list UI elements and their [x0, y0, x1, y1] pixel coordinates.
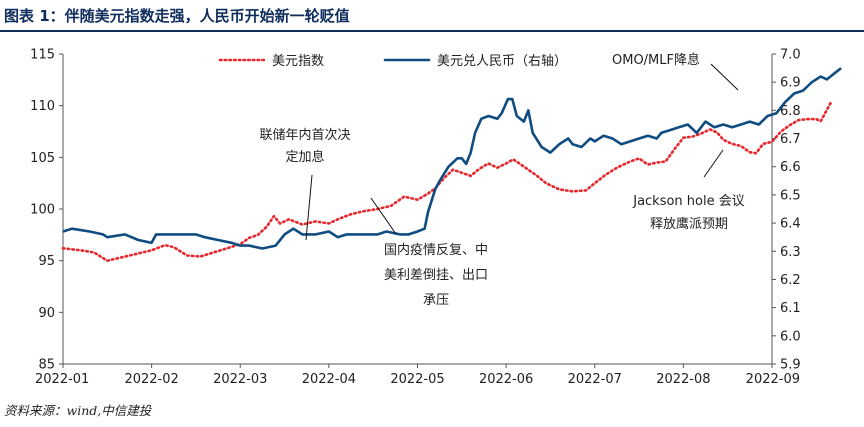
- right-tick-label: 6.4: [780, 217, 801, 232]
- source-note: 资料来源：wind,中信建投: [4, 403, 152, 418]
- right-tick-label: 6.6: [780, 160, 801, 175]
- right-tick-label: 6.3: [780, 245, 801, 260]
- right-tick-label: 6.5: [780, 188, 801, 203]
- annotation-arrow-fed: [305, 174, 313, 241]
- annotation-text: 承压: [423, 293, 449, 308]
- left-tick-label: 90: [38, 306, 55, 321]
- annotation-text: 国内疫情反复、中: [384, 242, 488, 258]
- right-tick-label: 5.9: [780, 358, 801, 373]
- left-tick-label: 115: [30, 48, 55, 63]
- x-tick-label: 2022-02: [124, 372, 178, 387]
- annotation-text: 联储年内首次决: [259, 127, 350, 143]
- annotation-text: OMO/MLF降息: [612, 52, 700, 68]
- x-tick-label: 2022-01: [35, 372, 89, 387]
- right-tick-label: 7.0: [780, 48, 801, 63]
- x-tick-label: 2022-07: [568, 372, 622, 387]
- left-tick-label: 110: [30, 99, 55, 114]
- right-tick-label: 6.2: [780, 273, 801, 288]
- left-tick-label: 85: [38, 358, 55, 373]
- annotation-text: Jackson hole 会议: [632, 194, 745, 209]
- x-tick-label: 2022-03: [213, 372, 267, 387]
- annotation-text: 释放鹰派预期: [650, 216, 728, 232]
- title-bar: 图表 1：伴随美元指数走强，人民币开始新一轮贬值: [0, 0, 864, 30]
- axes: 85 90 95 100 105 110 115 5.9 6.0 6.1 6.2 6.3 6.4 6.5 6…: [30, 48, 801, 388]
- left-tick-label: 100: [30, 203, 55, 218]
- annotation-arrow-omo: [710, 63, 739, 91]
- legend-usd-index-label: 美元指数: [272, 54, 324, 69]
- chart: 85 90 95 100 105 110 115 5.9 6.0 6.1 6.2 6.3 6.4 6.5 6…: [30, 48, 842, 388]
- legend: 美元指数 美元兑人民币（右轴）: [218, 54, 567, 69]
- legend-usdcny-label: 美元兑人民币（右轴）: [437, 54, 567, 69]
- usd-index-line: [61, 100, 833, 262]
- annotation-text: 定加息: [285, 149, 324, 165]
- right-tick-label: 6.8: [780, 104, 801, 119]
- x-tick-label: 2022-05: [390, 372, 444, 387]
- annotation-arrow-jackson: [703, 149, 724, 178]
- annotation-2: OMO/MLF降息: [612, 52, 700, 68]
- chart-title: 图表 1：伴随美元指数走强，人民币开始新一轮贬值: [4, 6, 350, 25]
- usdcny-line: [62, 67, 842, 250]
- right-tick-label: 6.1: [780, 301, 801, 316]
- annotation-arrow-covid: [370, 197, 397, 235]
- x-tick-label: 2022-06: [479, 372, 533, 387]
- right-tick-label: 6.9: [780, 76, 801, 91]
- right-tick-label: 6.0: [780, 329, 801, 344]
- x-tick-label: 2022-04: [302, 372, 356, 387]
- x-tick-label: 2022-08: [656, 372, 710, 387]
- right-tick-label: 6.7: [780, 132, 801, 147]
- left-tick-label: 105: [30, 151, 55, 166]
- title-rule: [0, 30, 864, 32]
- series-layer: [61, 67, 842, 262]
- annotation-text: 美利差倒挂、出口: [384, 268, 488, 283]
- left-tick-label: 95: [38, 254, 55, 269]
- x-tick-label: 2022-09: [746, 372, 800, 387]
